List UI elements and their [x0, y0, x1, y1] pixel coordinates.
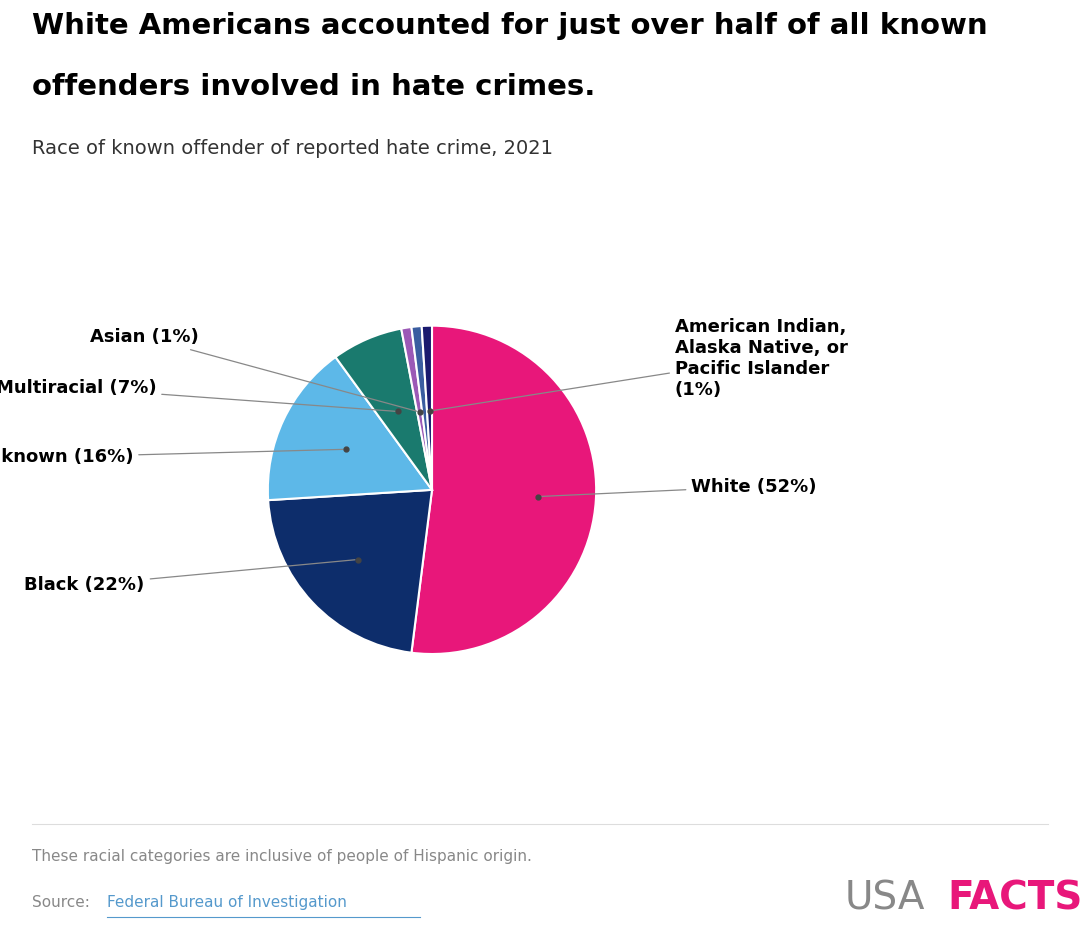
Text: offenders involved in hate crimes.: offenders involved in hate crimes.	[32, 73, 596, 101]
Text: Race of known offender of reported hate crime, 2021: Race of known offender of reported hate …	[32, 139, 553, 158]
Wedge shape	[268, 357, 432, 500]
Text: Black (22%): Black (22%)	[25, 560, 355, 594]
Text: These racial categories are inclusive of people of Hispanic origin.: These racial categories are inclusive of…	[32, 850, 532, 865]
Text: White (52%): White (52%)	[541, 478, 816, 496]
Wedge shape	[402, 327, 432, 490]
Wedge shape	[421, 326, 432, 490]
Text: Asian (1%): Asian (1%)	[90, 328, 417, 412]
Wedge shape	[411, 326, 432, 490]
Wedge shape	[268, 490, 432, 653]
Text: FACTS: FACTS	[947, 880, 1080, 918]
Wedge shape	[336, 329, 432, 490]
Text: Source:: Source:	[32, 895, 95, 910]
Text: USA: USA	[845, 880, 924, 918]
Text: Unknown (16%): Unknown (16%)	[0, 448, 343, 466]
Text: White Americans accounted for just over half of all known: White Americans accounted for just over …	[32, 12, 988, 41]
Text: Multiracial (7%): Multiracial (7%)	[0, 379, 395, 412]
Text: Federal Bureau of Investigation: Federal Bureau of Investigation	[107, 895, 347, 910]
Wedge shape	[411, 326, 596, 654]
Text: American Indian,
Alaska Native, or
Pacific Islander
(1%): American Indian, Alaska Native, or Pacif…	[432, 318, 848, 411]
